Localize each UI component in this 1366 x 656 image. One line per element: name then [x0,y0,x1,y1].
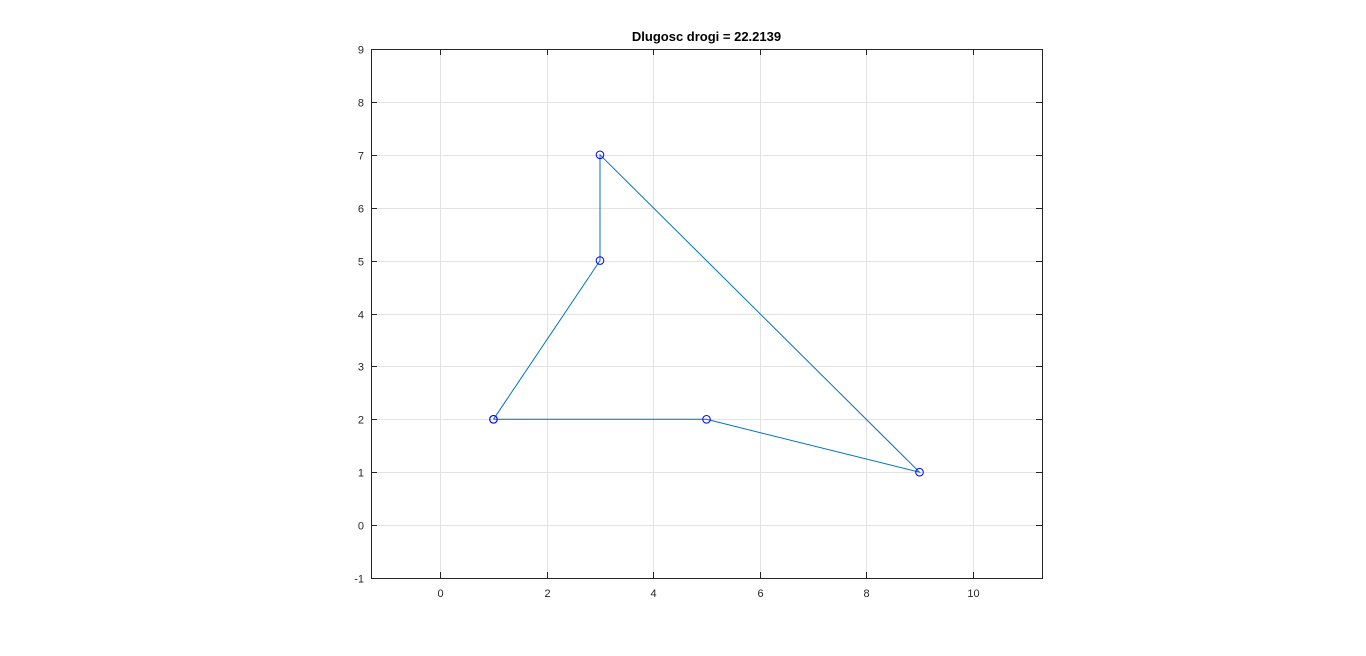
x-tick-label: 0 [437,588,443,600]
x-tick-label: 10 [967,588,979,600]
series [489,150,924,477]
y-tick-label: 2 [358,415,364,427]
y-tick-label: -1 [354,574,364,586]
grid [371,49,1042,579]
data-point [595,256,605,265]
y-tick-label: 9 [358,45,364,57]
y-tick-label: 8 [358,98,364,110]
y-tick-label: 1 [358,468,364,480]
x-tick-label: 2 [544,588,550,600]
y-tick-label: 0 [358,521,364,533]
series-line [493,153,922,474]
x-tick-label: 4 [650,588,656,600]
y-tick-label: 4 [358,310,364,322]
chart-title: Dlugosc drogi = 22.2139 [632,29,781,44]
data-point [915,467,924,477]
tick-labels: 0 2 4 6 8 10 -1 0 1 2 3 4 5 6 7 8 9 [354,45,979,601]
data-point [595,150,605,160]
data-point [702,415,711,424]
y-tick-label: 6 [358,204,364,216]
ticks [371,49,1042,579]
x-tick-label: 8 [863,588,869,600]
x-tick-label: 6 [757,588,763,600]
data-point [489,415,498,424]
y-tick-label: 5 [358,257,364,269]
y-tick-label: 7 [358,151,364,163]
y-tick-label: 3 [358,362,364,374]
